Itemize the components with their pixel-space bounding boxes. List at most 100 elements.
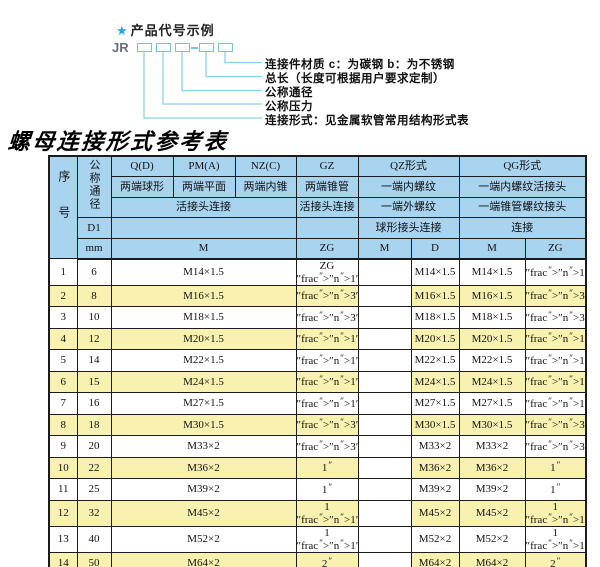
header-gz-desc: 两端锥管 — [295, 176, 359, 198]
cell-dn-mm: 50 — [76, 552, 112, 567]
cell-qz-d: M33×2 — [410, 435, 460, 458]
cell-qz-m — [357, 370, 412, 394]
cell-qg-m: M14×1.5 — [458, 258, 526, 286]
cell-qg-zg: ″frac″>″n″>1″d″>2″ — [524, 349, 587, 372]
cell-qz-m — [357, 392, 412, 415]
header-nominal-diameter: 公称通径 — [76, 155, 112, 218]
cell-qg-zg: ″frac″>″n″>3″d″>4″ — [524, 435, 587, 458]
cell-qg-m: M22×1.5 — [458, 349, 526, 372]
cell-qg-m: M64×2 — [458, 552, 526, 567]
cell-dn-mm: 10 — [76, 306, 112, 329]
cell-seq-no: 13 — [48, 525, 78, 554]
cell-qz-m — [357, 435, 412, 458]
code-prefix: JR — [112, 40, 129, 55]
code-box-4 — [199, 43, 214, 52]
cell-dn-mm: 16 — [76, 392, 112, 415]
cell-gz-zg: 1″ — [295, 478, 359, 501]
cell-m-thread: M39×2 — [110, 478, 297, 501]
cell-qz-d: M39×2 — [410, 478, 460, 501]
table-row: 412M20×1.5″frac″>″n″>1″d″>2″M20×1.5M20×1… — [48, 327, 587, 351]
cell-qz-d: M52×2 — [410, 525, 460, 554]
cell-m-thread: M18×1.5 — [110, 306, 297, 329]
cell-qg-m: M52×2 — [458, 525, 526, 554]
cell-dn-mm: 14 — [76, 349, 112, 372]
header-col-qg-zg: ZG — [524, 237, 587, 260]
table-row: 818M30×1.5″frac″>″n″>3″d″>4″M30×1.5M30×1… — [48, 413, 587, 437]
cell-qg-m: M16×1.5 — [458, 284, 526, 308]
code-label-diameter: 公称通径 — [265, 87, 313, 99]
cell-qg-zg: 2″ — [524, 552, 587, 567]
cell-m-thread: M20×1.5 — [110, 327, 297, 351]
header-nz-desc: 两端内锥 — [234, 176, 297, 198]
code-label-conn-form: 连接形式：见金属软管常用结构形式表 — [265, 114, 469, 127]
header-pm-desc: 两端平面 — [172, 176, 236, 198]
cell-gz-zg: ″frac″>″n″>3″d″>4″ — [295, 413, 359, 437]
table-header: 序号 公称通径 Q(D) PM(A) NZ(C) GZ QZ形式 QG形式 两端… — [48, 155, 587, 260]
cell-seq-no: 11 — [48, 478, 78, 501]
header-qg-connection: 连接 — [458, 217, 587, 239]
cell-dn-mm: 18 — [76, 413, 112, 437]
cell-qz-d: M36×2 — [410, 456, 460, 480]
code-dash — [190, 46, 198, 49]
header-type-pm: PM(A) — [172, 155, 236, 177]
cell-qg-m: M24×1.5 — [458, 370, 526, 394]
cell-m-thread: M30×1.5 — [110, 413, 297, 437]
header-type-nz: NZ(C) — [234, 155, 297, 177]
header-col-qz-m: M — [357, 237, 412, 260]
cell-gz-zg: 1″ — [295, 456, 359, 480]
header-type-qg: QG形式 — [458, 155, 587, 177]
cell-dn-mm: 20 — [76, 435, 112, 458]
cell-seq-no: 12 — [48, 499, 78, 527]
header-col-qg-m: M — [458, 237, 526, 260]
cell-seq-no: 3 — [48, 306, 78, 329]
code-label-pressure: 公称压力 — [265, 101, 313, 113]
cell-seq-no: 2 — [48, 284, 78, 308]
cell-gz-zg: ″frac″>″n″>1″d″>2″ — [295, 349, 359, 372]
cell-seq-no: 4 — [48, 327, 78, 351]
cell-m-thread: M22×1.5 — [110, 349, 297, 372]
header-blank-gz — [295, 217, 359, 239]
diagram-title-text: 产品代号示例 — [130, 23, 215, 38]
cell-m-thread: M36×2 — [110, 456, 297, 480]
cell-m-thread: M27×1.5 — [110, 392, 297, 415]
cell-qg-zg: ″frac″>″n″>3″d″>8″ — [524, 284, 587, 308]
cell-qg-m: M39×2 — [458, 478, 526, 501]
cell-gz-zg: 1 ″frac″>″n″>1″d″>2″ — [295, 525, 359, 554]
cell-qg-m: M18×1.5 — [458, 306, 526, 329]
cell-dn-mm: 25 — [76, 478, 112, 501]
table-row: 10 22 M36×2 1″ M36×2 M36×2 1″ — [48, 456, 587, 480]
cell-gz-zg: 1 ″frac″>″n″>1″d″>4″ — [295, 499, 359, 527]
diagram-title: ★ 产品代号示例 — [116, 20, 215, 39]
header-col-m: M — [110, 237, 297, 260]
cell-qg-zg: 1″ — [524, 478, 587, 501]
cell-qz-d: M27×1.5 — [410, 392, 460, 415]
cell-seq-no: 8 — [48, 413, 78, 437]
cell-qz-m — [357, 413, 412, 437]
cell-dn-mm: 40 — [76, 525, 112, 554]
cell-qg-zg: ″frac″>″n″>3″d″>4″ — [524, 413, 587, 437]
cell-dn-mm: 22 — [76, 456, 112, 480]
cell-qz-d: M24×1.5 — [410, 370, 460, 394]
cell-seq-no: 6 — [48, 370, 78, 394]
table-row: 14 50 M64×2 2″ M64×2 M64×2 2″ — [48, 552, 587, 567]
header-qz-connection: 球形接头连接 — [357, 217, 460, 239]
header-unit-mm: mm — [76, 237, 112, 260]
header-union-connection: 活接头连接 — [110, 196, 297, 218]
cell-qz-m — [357, 284, 412, 308]
nut-connection-reference-table: 序号 公称通径 Q(D) PM(A) NZ(C) GZ QZ形式 QG形式 两端… — [48, 155, 588, 567]
cell-qg-zg: 1 ″frac″>″n″>1″d″>2″ — [524, 525, 587, 554]
table-row: 11 25 M39×2 1″ M39×2 M39×2 1″ — [48, 478, 587, 501]
cell-qg-zg: ″frac″>″n″>1″d″>2″ — [524, 327, 587, 351]
code-box-5 — [218, 43, 233, 52]
cell-qz-d: M18×1.5 — [410, 306, 460, 329]
cell-qg-zg: ″frac″>″n″>3″d″>8″ — [524, 306, 587, 329]
cell-qg-m: M45×2 — [458, 499, 526, 527]
cell-qz-d: M14×1.5 — [410, 258, 460, 286]
header-qz-desc2: 一端外螺纹 — [357, 196, 460, 218]
cell-gz-zg: ZG ″frac″>″n″>1″d″>4″ — [295, 258, 359, 286]
cell-qz-m — [357, 327, 412, 351]
